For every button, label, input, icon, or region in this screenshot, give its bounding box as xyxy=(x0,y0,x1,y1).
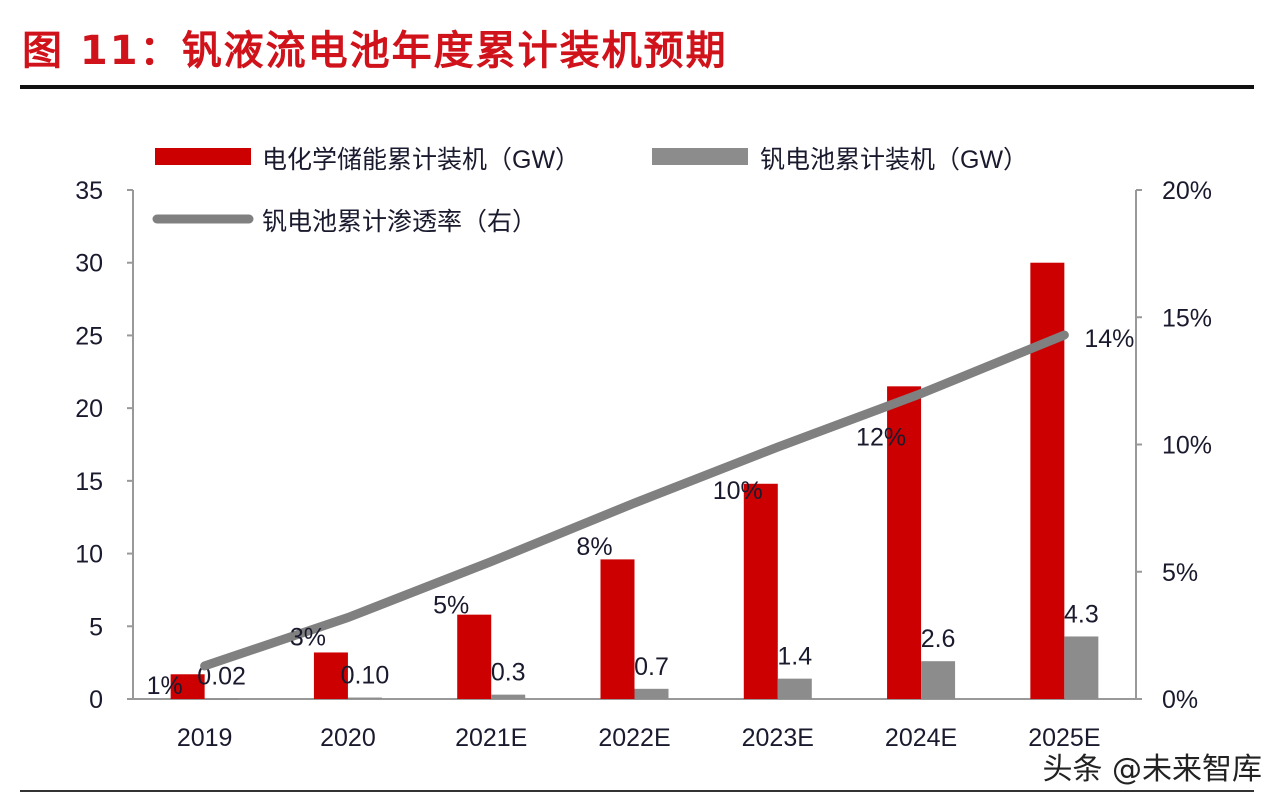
penetration-data-label: 5% xyxy=(433,592,469,620)
bar-electrochemical-storage xyxy=(457,614,492,699)
bar-vanadium-battery xyxy=(1064,636,1099,699)
bar-vanadium-battery xyxy=(204,698,239,700)
left-tick-label: 0 xyxy=(89,686,103,714)
x-tick-label: 2022E xyxy=(598,724,670,752)
bar-electrochemical-storage xyxy=(743,483,778,699)
x-tick-label: 2020 xyxy=(320,724,376,752)
vanadium-data-label: 0.7 xyxy=(634,653,669,681)
right-tick-label: 5% xyxy=(1162,559,1198,587)
left-tick-label: 5 xyxy=(89,613,103,641)
vanadium-data-label: 1.4 xyxy=(777,643,812,671)
line-point xyxy=(1063,334,1066,337)
bar-electrochemical-storage xyxy=(600,559,635,699)
bar-vanadium-battery xyxy=(777,678,812,699)
watermark: 头条 @未来智库 xyxy=(1042,752,1262,787)
line-point xyxy=(203,664,206,667)
x-tick-label: 2023E xyxy=(742,724,814,752)
vanadium-data-label: 2.6 xyxy=(921,625,956,653)
x-tick-label: 2019 xyxy=(177,724,233,752)
penetration-data-label: 12% xyxy=(856,424,906,452)
left-tick-label: 20 xyxy=(75,395,103,423)
right-tick-label: 20% xyxy=(1162,177,1212,205)
bar-electrochemical-storage xyxy=(313,652,348,699)
bar-electrochemical-storage xyxy=(887,386,922,699)
bar-vanadium-battery xyxy=(921,661,956,699)
bar-electrochemical-storage xyxy=(170,674,205,699)
x-tick-label: 2024E xyxy=(885,724,957,752)
legend-label-vanadium: 钒电池累计装机（GW） xyxy=(760,146,1028,174)
left-tick-label: 25 xyxy=(75,322,103,350)
right-tick-label: 0% xyxy=(1162,686,1198,714)
line-point xyxy=(920,392,923,395)
vanadium-data-label: 0.3 xyxy=(491,659,526,687)
right-tick-label: 10% xyxy=(1162,432,1212,460)
legend-label-electrochemical: 电化学储能累计装机（GW） xyxy=(262,146,580,174)
left-tick-label: 10 xyxy=(75,541,103,569)
title-divider xyxy=(20,85,1254,89)
right-tick-label: 15% xyxy=(1162,304,1212,332)
left-tick-label: 35 xyxy=(75,177,103,205)
line-point xyxy=(490,560,493,563)
vanadium-data-label: 0.10 xyxy=(341,662,390,690)
line-point xyxy=(346,616,349,619)
x-tick-label: 2025E xyxy=(1028,724,1100,752)
bar-vanadium-battery xyxy=(634,688,669,699)
penetration-data-label: 8% xyxy=(576,533,612,561)
bar-vanadium-battery xyxy=(347,697,382,699)
x-tick-label: 2021E xyxy=(455,724,527,752)
bar-vanadium-battery xyxy=(491,694,526,699)
legend-swatch-electrochemical xyxy=(155,148,251,165)
legend-label-penetration: 钒电池累计渗透率（右） xyxy=(262,208,537,236)
penetration-data-label: 14% xyxy=(1084,325,1134,353)
chart-title: 图 11：钒液流电池年度累计装机预期 xyxy=(22,28,728,74)
penetration-data-label: 3% xyxy=(290,624,326,652)
line-point xyxy=(776,446,779,449)
line-point xyxy=(633,502,636,505)
legend-swatch-vanadium xyxy=(652,148,748,165)
penetration-data-label: 1% xyxy=(147,672,183,700)
bar-electrochemical-storage xyxy=(1030,262,1065,699)
left-tick-label: 30 xyxy=(75,250,103,278)
left-tick-label: 15 xyxy=(75,468,103,496)
vanadium-data-label: 4.3 xyxy=(1064,600,1099,628)
bottom-divider xyxy=(20,790,1254,792)
penetration-data-label: 10% xyxy=(713,477,763,505)
